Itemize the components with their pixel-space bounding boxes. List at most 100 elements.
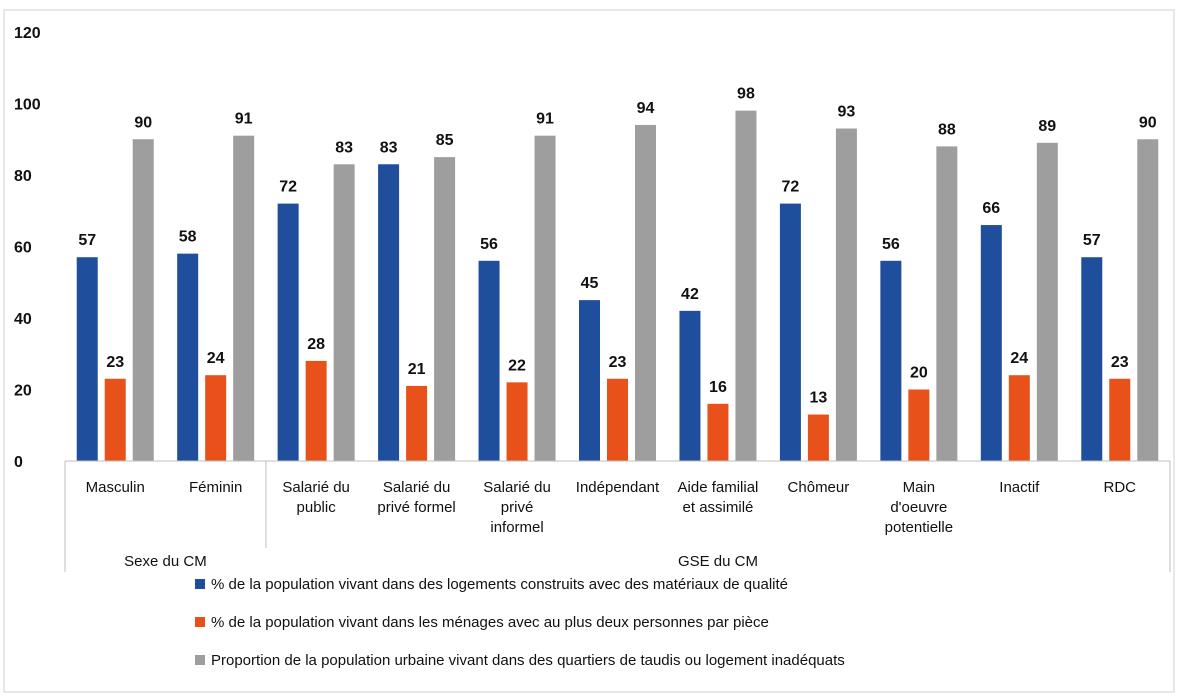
legend-item-two-persons-per-room: % de la population vivant dans les ménag… [195, 610, 845, 634]
bar [506, 382, 528, 461]
data-label: 45 [581, 275, 599, 292]
bar [607, 378, 628, 461]
bar [707, 403, 729, 461]
legend: % de la population vivant dans des logem… [195, 572, 845, 686]
bars [76, 110, 1159, 462]
bar [835, 128, 857, 461]
x-tick-label: RDC [1104, 479, 1137, 496]
legend-item-slum-population: Proportion de la population urbaine viva… [195, 648, 845, 672]
x-tick-label: Inactif [999, 479, 1040, 496]
data-label: 93 [838, 104, 856, 121]
data-label: 90 [134, 114, 152, 131]
legend-label: % de la population vivant dans des logem… [211, 575, 789, 593]
data-label: 21 [408, 361, 426, 378]
bar [406, 385, 428, 461]
bar [880, 260, 902, 461]
data-label: 91 [235, 111, 253, 128]
y-tick-label: 60 [14, 240, 32, 257]
data-label: 20 [910, 365, 928, 382]
data-label: 57 [1083, 232, 1101, 249]
bar [478, 260, 500, 461]
data-label: 22 [508, 357, 526, 374]
data-label: 98 [737, 86, 755, 103]
bar [936, 146, 958, 461]
bar [1008, 375, 1030, 461]
y-tick-label: 20 [14, 383, 32, 400]
x-tick-label: Salarié du public [282, 479, 350, 516]
data-label: 66 [982, 200, 1000, 217]
bar [980, 225, 1002, 461]
x-axis: Masculin Féminin Salarié du public Salarié d… [64, 460, 1171, 572]
y-axis: 0 20 40 60 80 100 120 [14, 25, 41, 471]
x-tick-label: Masculin [86, 479, 145, 496]
legend-swatch [195, 579, 205, 589]
data-label: 57 [78, 232, 96, 249]
data-label: 13 [810, 390, 828, 407]
data-label: 83 [335, 139, 353, 156]
data-label: 23 [106, 354, 124, 371]
bar [779, 203, 801, 461]
legend-swatch [195, 617, 205, 627]
y-tick-label: 100 [14, 97, 41, 114]
bar [1036, 142, 1058, 461]
bar [908, 389, 930, 461]
bar [378, 164, 400, 461]
y-tick-label: 120 [14, 25, 41, 42]
data-label: 85 [436, 132, 454, 149]
data-label: 16 [709, 379, 727, 396]
x-tick-label: Indépendant [576, 479, 660, 496]
data-label: 89 [1038, 118, 1056, 135]
x-tick-label: Salarié du privé informel [483, 479, 551, 536]
bar [76, 257, 98, 461]
bar [1109, 378, 1131, 461]
data-label: 83 [380, 139, 398, 156]
bar [305, 360, 327, 461]
group-label: Sexe du CM [124, 553, 207, 570]
bar [205, 375, 227, 461]
data-label: 56 [882, 236, 900, 253]
data-label: 58 [179, 229, 197, 246]
legend-label: % de la population vivant dans les ménag… [211, 613, 769, 631]
legend-item-quality-housing: % de la population vivant dans des logem… [195, 572, 845, 596]
y-tick-label: 80 [14, 168, 32, 185]
bar [233, 135, 255, 462]
data-label: 94 [637, 100, 655, 117]
data-label: 24 [207, 350, 225, 367]
bar [679, 310, 701, 461]
bar [579, 300, 600, 461]
bar [1137, 139, 1159, 461]
data-label: 90 [1139, 114, 1157, 131]
data-label: 72 [782, 179, 800, 196]
data-label: 28 [307, 336, 325, 353]
bar [333, 164, 355, 461]
bar [434, 157, 456, 461]
data-label: 42 [681, 286, 699, 303]
data-label: 88 [938, 121, 956, 138]
data-label: 56 [480, 236, 498, 253]
bar [735, 110, 757, 462]
bar [635, 124, 656, 461]
bar [104, 378, 126, 461]
data-label: 23 [609, 354, 627, 371]
group-label: GSE du CM [678, 553, 758, 570]
x-tick-label: Féminin [189, 479, 242, 496]
x-tick-label: Main d'oeuvre potentielle [885, 479, 953, 536]
y-tick-label: 0 [14, 454, 23, 471]
x-tick-label: Aide familial et assimilé [678, 479, 759, 516]
x-tick-label: Chômeur [788, 479, 850, 496]
bar [132, 139, 154, 461]
value-labels: 57 23 90 58 24 91 72 28 83 83 21 85 56 22 91 45 23 94 42 16… [78, 86, 1156, 407]
y-tick-label: 40 [14, 311, 32, 328]
legend-label: Proportion de la population urbaine viva… [211, 651, 845, 669]
x-tick-label: Salarié du privé formel [377, 479, 455, 516]
bar [177, 253, 199, 461]
data-label: 23 [1111, 354, 1129, 371]
bar [807, 414, 829, 461]
bar [1081, 257, 1103, 461]
data-label: 91 [536, 111, 554, 128]
data-label: 24 [1010, 350, 1028, 367]
data-label: 72 [279, 179, 297, 196]
legend-swatch [195, 655, 205, 665]
